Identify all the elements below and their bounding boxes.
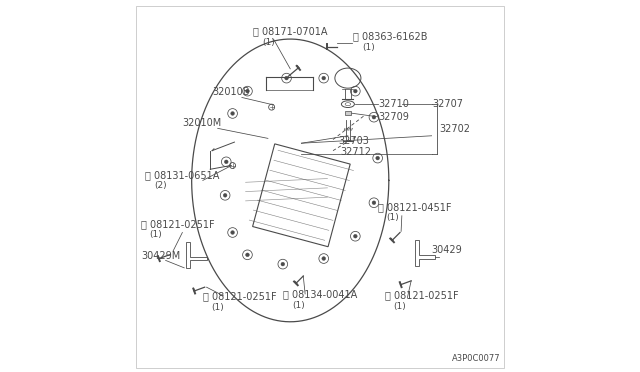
Text: (1): (1) <box>394 302 406 311</box>
Text: A3P0C0077: A3P0C0077 <box>452 354 500 363</box>
Circle shape <box>322 257 326 260</box>
Text: (1): (1) <box>211 303 224 312</box>
Text: Ⓢ 08363-6162B: Ⓢ 08363-6162B <box>353 31 428 41</box>
Circle shape <box>223 193 227 197</box>
Text: 30429M: 30429M <box>141 251 180 261</box>
Circle shape <box>230 112 234 115</box>
Circle shape <box>376 156 380 160</box>
Text: (1): (1) <box>386 214 399 222</box>
Circle shape <box>285 76 289 80</box>
Circle shape <box>353 234 357 238</box>
Text: 32707: 32707 <box>433 99 464 109</box>
Text: 32709: 32709 <box>379 112 410 122</box>
Circle shape <box>225 160 228 164</box>
Text: 32710: 32710 <box>379 99 410 109</box>
Text: 32702: 32702 <box>439 124 470 134</box>
Circle shape <box>322 76 326 80</box>
Text: 32703: 32703 <box>339 136 369 145</box>
Text: (1): (1) <box>362 43 375 52</box>
Text: Ⓑ 08121-0251F: Ⓑ 08121-0251F <box>141 219 215 229</box>
Circle shape <box>372 201 376 205</box>
Circle shape <box>246 89 250 93</box>
Text: Ⓑ 08131-0651A: Ⓑ 08131-0651A <box>145 170 220 180</box>
Circle shape <box>230 231 234 234</box>
Circle shape <box>281 262 285 266</box>
Text: (1): (1) <box>292 301 305 310</box>
Circle shape <box>353 89 357 93</box>
Text: 30429: 30429 <box>431 245 462 255</box>
Text: Ⓑ 08134-0041A: Ⓑ 08134-0041A <box>283 289 357 299</box>
Circle shape <box>372 115 376 119</box>
Circle shape <box>246 253 250 257</box>
Text: (1): (1) <box>150 230 163 239</box>
Text: 32712: 32712 <box>340 147 371 157</box>
Text: Ⓑ 08121-0251F: Ⓑ 08121-0251F <box>385 290 459 300</box>
Bar <box>345 111 351 115</box>
Text: Ⓑ 08121-0251F: Ⓑ 08121-0251F <box>203 291 276 301</box>
Text: Ⓑ 08121-0451F: Ⓑ 08121-0451F <box>378 202 451 212</box>
Text: 32010M: 32010M <box>182 118 221 128</box>
Text: 32010B: 32010B <box>212 87 250 97</box>
Text: (1): (1) <box>262 38 275 46</box>
Text: (2): (2) <box>154 181 167 190</box>
Text: Ⓑ 08171-0701A: Ⓑ 08171-0701A <box>253 26 328 36</box>
